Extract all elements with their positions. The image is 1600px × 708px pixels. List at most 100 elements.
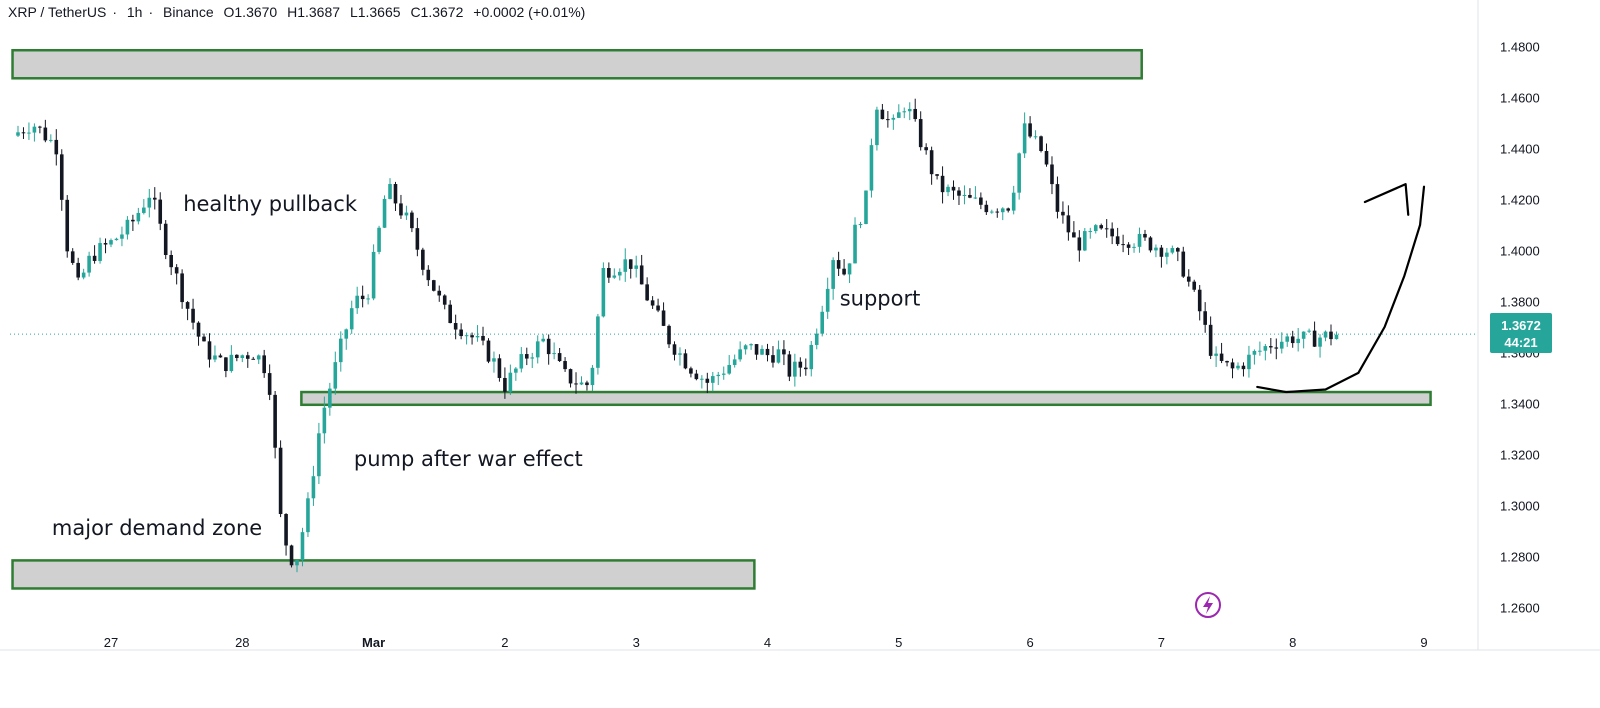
candle-down: [267, 373, 272, 395]
candle-up: [732, 359, 737, 365]
zones: [11, 48, 1432, 590]
y-tick-label: 1.2800: [1500, 550, 1540, 565]
candle-up: [125, 219, 130, 235]
candle-down: [689, 368, 693, 374]
candle-down: [1148, 237, 1153, 251]
candle-down: [1110, 228, 1114, 237]
candle-down: [1077, 237, 1082, 251]
candles: [16, 98, 1339, 573]
countdown-text: 44:21: [1504, 335, 1537, 350]
candle-down: [442, 295, 447, 305]
candle-down: [656, 305, 660, 311]
candle-down: [705, 378, 710, 383]
candle-up: [1214, 353, 1218, 356]
candle-up: [355, 295, 359, 309]
candle-down: [661, 310, 666, 326]
candle-down: [1099, 225, 1104, 229]
candle-up: [1307, 330, 1311, 332]
candle-up: [590, 367, 595, 386]
candle-up: [519, 354, 524, 369]
arrowhead: [1363, 183, 1410, 216]
candle-up: [27, 132, 31, 134]
candle-down: [448, 304, 452, 324]
candle-down: [842, 268, 846, 275]
lightning-icon[interactable]: [1195, 592, 1221, 618]
candle-up: [1011, 192, 1016, 211]
candle-down: [667, 325, 671, 345]
candle-up: [1323, 331, 1328, 338]
symbol-name[interactable]: XRP / TetherUS: [8, 4, 107, 20]
candle-up: [109, 240, 113, 245]
candle-up: [617, 271, 622, 276]
candle-up: [229, 354, 234, 372]
x-tick-label: 9: [1420, 635, 1427, 650]
candle-up: [98, 243, 102, 261]
candle-down: [1028, 123, 1032, 137]
candle-up: [371, 251, 376, 299]
symbol-header: XRP / TetherUS · 1h · Binance O1.3670 H1.3…: [8, 4, 586, 20]
interval-label[interactable]: 1h: [126, 4, 143, 20]
candle-up: [552, 353, 556, 355]
candle-down: [59, 154, 64, 200]
candle-down: [393, 184, 398, 204]
candle-down: [798, 361, 803, 368]
candle-down: [1269, 346, 1273, 348]
candle-up: [612, 275, 617, 278]
candle-down: [880, 109, 885, 120]
candle-down: [1219, 353, 1224, 361]
candle-up: [1236, 365, 1240, 369]
candle-down: [158, 199, 163, 224]
candle-down: [913, 108, 918, 120]
candle-up: [831, 260, 835, 289]
candle-down: [886, 119, 890, 121]
candle-up: [727, 364, 732, 374]
candle-up: [49, 139, 53, 141]
candle-down: [43, 127, 48, 141]
candle-up: [897, 112, 901, 118]
candle-up: [716, 374, 721, 377]
candle-down: [202, 336, 206, 342]
candle-down: [185, 302, 190, 309]
candle-up: [601, 268, 606, 317]
candle-up: [114, 238, 119, 241]
candle-up: [475, 335, 480, 338]
y-tick-label: 1.4000: [1500, 243, 1540, 258]
y-tick-label: 1.3800: [1500, 294, 1540, 309]
candle-down: [278, 447, 283, 515]
candle-up: [322, 407, 327, 434]
candle-down: [754, 344, 759, 355]
candle-up: [366, 298, 370, 300]
candle-up: [1132, 246, 1136, 248]
candle-up: [328, 388, 332, 408]
candle-down: [574, 383, 578, 385]
candle-up: [240, 355, 245, 359]
candle-down: [524, 354, 529, 359]
candle-down: [152, 197, 157, 200]
y-tick-label: 1.3400: [1500, 397, 1540, 412]
candle-down: [995, 211, 1000, 213]
x-tick-label: 28: [235, 635, 249, 650]
candle-up: [136, 212, 141, 222]
candle-up: [404, 212, 409, 216]
candle-up: [1088, 231, 1093, 233]
major-demand-zone-label: major demand zone: [52, 516, 262, 540]
candle-down: [1203, 311, 1207, 325]
candle-down: [683, 353, 688, 369]
candle-down: [1104, 228, 1109, 230]
candle-up: [814, 333, 819, 345]
candle-up: [81, 272, 86, 278]
candle-down: [262, 355, 266, 374]
candle-down: [399, 203, 403, 216]
candle-down: [431, 280, 436, 291]
candle-up: [514, 368, 518, 373]
candle-down: [415, 228, 420, 250]
candle-down: [645, 284, 649, 301]
candle-down: [410, 212, 414, 229]
candle-down: [563, 361, 567, 370]
candle-down: [1066, 215, 1071, 233]
candle-up: [891, 117, 896, 120]
candle-down: [951, 186, 956, 191]
low-value: L1.3665: [349, 4, 401, 20]
candle-down: [92, 255, 97, 261]
